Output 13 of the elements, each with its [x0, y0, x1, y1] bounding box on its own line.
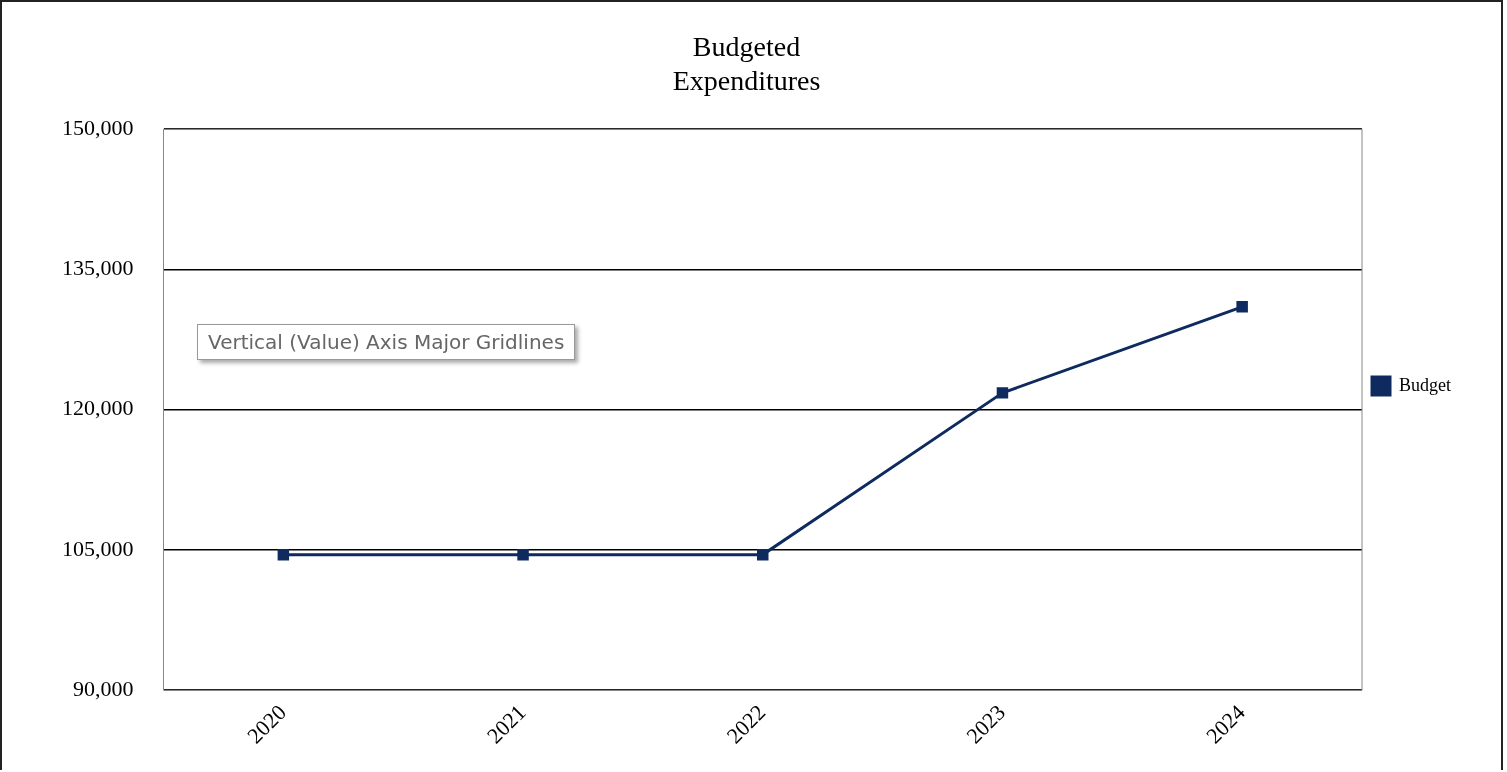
- point: [277, 548, 290, 561]
- annotation: Vertical (Value) Axis Major Gridlines: [197, 324, 576, 360]
- y-tick-label: 105,000: [62, 535, 134, 561]
- y-tick-label: 135,000: [62, 255, 134, 281]
- point: [757, 548, 769, 561]
- legend-label: Budget: [1399, 374, 1451, 395]
- y-tick-label: 120,000: [62, 395, 134, 421]
- y-tick-label: 90,000: [73, 676, 134, 701]
- point: [996, 387, 1009, 399]
- point: [517, 548, 529, 561]
- y-tick-label: 150,000: [62, 114, 134, 140]
- chart-title: Budgeted Expenditures: [672, 31, 821, 96]
- point: [1236, 301, 1248, 313]
